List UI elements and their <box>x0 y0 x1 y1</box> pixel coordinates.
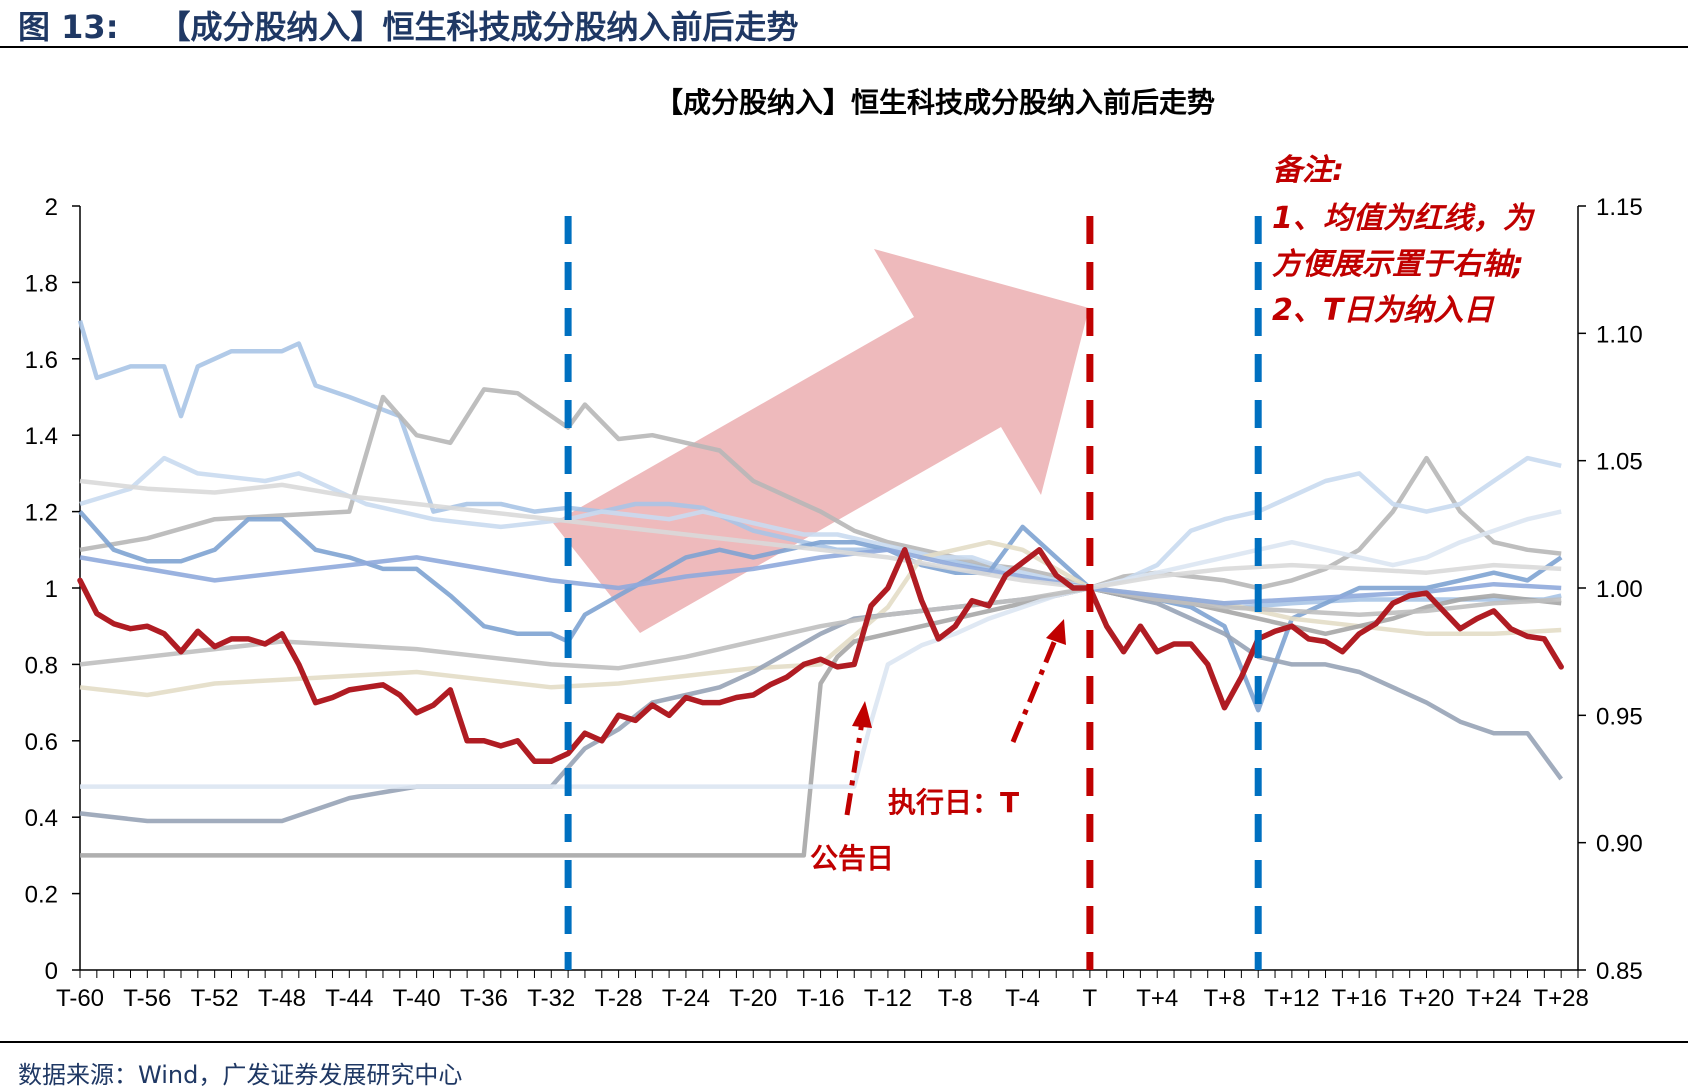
trend-arrow-shape <box>553 249 1089 633</box>
top-rule <box>0 46 1688 48</box>
x-tick-label: T-32 <box>527 985 575 1012</box>
constituent-series-line <box>79 547 1562 606</box>
constituent-series-line <box>80 509 1562 789</box>
announcement-label: 公告日 <box>810 842 894 875</box>
announcement-arrow-line <box>844 721 865 816</box>
source-note: 数据来源：Wind，广发证券发展研究中心 <box>18 1061 463 1089</box>
execution-label: 执行日：T <box>888 786 1019 819</box>
y-left-tick-label: 1.8 <box>25 270 58 297</box>
execution-arrow-line <box>1010 639 1058 743</box>
x-tick-label: T-12 <box>864 985 912 1012</box>
x-tick-label: T-36 <box>460 985 508 1012</box>
x-tick-label: T-8 <box>938 985 973 1012</box>
constituent-series-line <box>79 478 1562 591</box>
x-tick-label: T-52 <box>191 985 239 1012</box>
x-tick-label: T-56 <box>123 985 171 1012</box>
y-right-tick-label: 1.10 <box>1596 321 1643 348</box>
x-tick-label: T+28 <box>1533 985 1588 1012</box>
reference-lines <box>564 216 1262 970</box>
x-tick-label: T-16 <box>797 985 845 1012</box>
note-line-1b: 方便展示置于右轴; <box>1272 247 1524 282</box>
y-right-tick-label: 1.00 <box>1596 576 1643 603</box>
y-left-tick-label: 1.6 <box>25 347 58 374</box>
figure-number: 13: <box>61 8 119 46</box>
x-tick-label: T+24 <box>1466 985 1521 1012</box>
bottom-rule <box>0 1041 1688 1043</box>
y-left-tick-label: 0.2 <box>25 882 58 909</box>
x-tick-label: T+12 <box>1264 985 1319 1012</box>
y-left-tick-label: 1 <box>45 576 58 603</box>
y-left-tick-label: 0 <box>45 958 58 985</box>
x-tick-label: T-40 <box>393 985 441 1012</box>
x-tick-label: T-44 <box>325 985 373 1012</box>
x-tick-label: T+4 <box>1136 985 1178 1012</box>
figure-caption: 图 13: 【成分股纳入】恒生科技成分股纳入前后走势 <box>18 2 799 48</box>
announcement-arrow-head <box>852 701 872 728</box>
x-tick-label: T-60 <box>56 985 104 1012</box>
constituent-series-line <box>80 585 1562 858</box>
x-tick-label: T <box>1083 985 1098 1012</box>
mean-series-group <box>77 547 1564 764</box>
mean-series-line <box>77 547 1564 764</box>
x-tick-label: T-28 <box>595 985 643 1012</box>
x-tick-label: T-4 <box>1005 985 1040 1012</box>
chart-title: 【成分股纳入】恒生科技成分股纳入前后走势 <box>655 86 1215 119</box>
chart: 【成分股纳入】恒生科技成分股纳入前后走势 2 1.8 1.6 1.4 1.2 1 0.8 0.… <box>25 86 1643 1012</box>
y-left-tick-label: 0.8 <box>25 652 58 679</box>
note-title: 备注: <box>1272 153 1344 188</box>
constituent-series-line <box>79 539 1562 698</box>
figure-title: 【成分股纳入】恒生科技成分股纳入前后走势 <box>158 8 799 46</box>
figure-label: 图 <box>18 8 51 46</box>
axes: 2 1.8 1.6 1.4 1.2 1 0.8 0.6 0.4 0.2 0 1.15 1.10 1.05 1… <box>25 194 1643 1012</box>
annotations: 备注: 1、均值为红线，为 方便展示置于右轴; 2、T日为纳入日 公告日 执行日… <box>810 153 1536 875</box>
execution-arrow-head <box>1046 619 1066 645</box>
constituent-series-line <box>79 585 1562 671</box>
note-line-2: 2、T日为纳入日 <box>1272 293 1495 328</box>
y-left-tick-label: 1.2 <box>25 500 58 527</box>
x-tick-label: T-24 <box>662 985 710 1012</box>
y-right-tick-label: 1.15 <box>1596 194 1643 221</box>
y-right-tick-label: 0.90 <box>1596 831 1643 858</box>
constituent-series-group <box>77 319 1564 858</box>
x-tick-label: T+16 <box>1332 985 1387 1012</box>
y-right-tick-label: 1.05 <box>1596 449 1643 476</box>
x-tick-label: T-48 <box>258 985 306 1012</box>
x-tick-label: T+20 <box>1399 985 1454 1012</box>
y-right-tick-label: 0.85 <box>1596 958 1643 985</box>
y-left-tick-label: 2 <box>45 194 58 221</box>
y-left-tick-label: 0.4 <box>25 805 58 832</box>
y-right-tick-label: 0.95 <box>1596 703 1643 730</box>
y-left-tick-label: 1.4 <box>25 423 58 450</box>
y-left-tick-label: 0.6 <box>25 729 58 756</box>
x-tick-label: T-20 <box>729 985 777 1012</box>
x-tick-label: T+8 <box>1204 985 1246 1012</box>
note-line-1a: 1、均值为红线，为 <box>1272 201 1536 236</box>
trend-arrow <box>553 249 1089 633</box>
